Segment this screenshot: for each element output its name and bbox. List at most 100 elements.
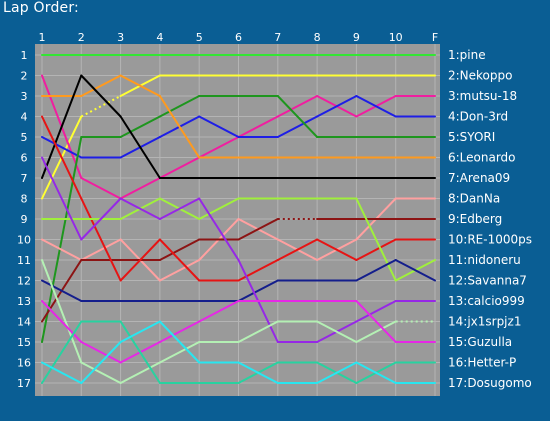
series-line-segment bbox=[237, 361, 279, 384]
chart-title: Lap Order: bbox=[3, 0, 79, 16]
series-line-segment bbox=[158, 238, 201, 261]
series-line-segment bbox=[355, 259, 397, 282]
legend-label: 14:jx1srpjz1 bbox=[448, 315, 521, 329]
y-tick-label: 4 bbox=[21, 111, 28, 124]
series-line-segment bbox=[80, 177, 122, 200]
legend-label: 12:Savanna7 bbox=[448, 274, 527, 288]
series-line-segment bbox=[198, 300, 240, 323]
series-line-segment bbox=[119, 197, 161, 220]
series-line-segment bbox=[355, 300, 397, 343]
legend-label: 9:Edberg bbox=[448, 212, 502, 226]
series-line-segment bbox=[158, 95, 201, 159]
y-tick-label: 12 bbox=[17, 275, 31, 288]
series-line-segment bbox=[276, 115, 319, 138]
series-line-segment bbox=[41, 115, 83, 200]
series-line-segment bbox=[80, 95, 122, 118]
series-line-segment bbox=[80, 74, 122, 97]
series-line-segment bbox=[41, 361, 83, 384]
legend-label: 4:Don-3rd bbox=[448, 110, 508, 124]
series-line-segment bbox=[198, 197, 240, 261]
legend-label: 2:Nekoppo bbox=[448, 69, 512, 83]
x-tick-label: 3 bbox=[117, 31, 124, 44]
series-line-segment bbox=[41, 74, 83, 179]
y-tick-label: 3 bbox=[21, 90, 28, 103]
series-line-segment bbox=[41, 136, 83, 159]
series-line-segment bbox=[237, 259, 279, 282]
series-line-segment bbox=[80, 341, 122, 384]
x-tick-label: 7 bbox=[274, 31, 281, 44]
y-tick-label: 2 bbox=[21, 70, 28, 83]
series-line-segment bbox=[276, 95, 319, 138]
series-line-segment bbox=[158, 197, 201, 220]
series-line-segment bbox=[80, 238, 122, 261]
legend-label: 17:Dosugomo bbox=[448, 376, 532, 390]
series-line-segment bbox=[198, 136, 240, 159]
series-line-segment bbox=[355, 197, 397, 282]
series-line-segment bbox=[316, 238, 358, 261]
series-line-segment bbox=[237, 115, 279, 138]
series-line-segment bbox=[41, 300, 83, 343]
series-line-segment bbox=[355, 361, 397, 384]
series-line-segment bbox=[355, 300, 397, 323]
series-line-segment bbox=[119, 115, 161, 179]
x-tick-label: 5 bbox=[196, 31, 203, 44]
series-line-segment bbox=[158, 95, 201, 118]
x-tick-label: 6 bbox=[235, 31, 242, 44]
y-tick-label: 11 bbox=[17, 254, 31, 267]
series-line-segment bbox=[119, 320, 161, 343]
series-line-segment bbox=[237, 320, 279, 343]
y-tick-label: 14 bbox=[17, 316, 31, 329]
series-line-segment bbox=[41, 279, 83, 302]
x-tick-label: F bbox=[432, 31, 438, 44]
y-tick-label: 6 bbox=[21, 152, 28, 165]
y-tick-label: 16 bbox=[17, 357, 31, 370]
series-line-segment bbox=[316, 95, 358, 118]
x-tick-label: 4 bbox=[156, 31, 163, 44]
series-line-segment bbox=[41, 156, 83, 241]
legend-label: 8:DanNa bbox=[448, 192, 500, 206]
series-line-segment bbox=[237, 218, 279, 241]
series-line-segment bbox=[119, 320, 161, 384]
series-line-segment bbox=[119, 115, 161, 138]
series-line-segment bbox=[316, 320, 358, 343]
series-line-segment bbox=[237, 279, 279, 302]
series-line-segment bbox=[355, 238, 397, 261]
series-line-segment bbox=[41, 238, 83, 261]
series-line-segment bbox=[158, 259, 201, 282]
series-line-segment bbox=[316, 361, 358, 384]
legend-label: 6:Leonardo bbox=[448, 151, 516, 165]
y-tick-label: 15 bbox=[17, 336, 31, 349]
series-line-segment bbox=[355, 320, 397, 343]
legend-label: 7:Arena09 bbox=[448, 171, 510, 185]
legend-label: 16:Hetter-P bbox=[448, 356, 516, 370]
y-tick-label: 9 bbox=[21, 213, 28, 226]
series-line-segment bbox=[80, 361, 122, 384]
legend-label: 10:RE-1000ps bbox=[448, 233, 532, 247]
x-tick-label: 10 bbox=[389, 31, 403, 44]
y-tick-label: 10 bbox=[17, 234, 31, 247]
y-tick-label: 7 bbox=[21, 172, 28, 185]
x-tick-label: 1 bbox=[39, 31, 46, 44]
legend-label: 3:mutsu-18 bbox=[448, 89, 517, 103]
legend-label: 15:Guzulla bbox=[448, 335, 512, 349]
series-line-segment bbox=[41, 259, 83, 364]
series-line-segment bbox=[119, 74, 161, 97]
y-tick-label: 13 bbox=[17, 295, 31, 308]
legend-label: 11:nidoneru bbox=[448, 253, 521, 267]
legend-label: 5:SYORI bbox=[448, 130, 495, 144]
series-line-segment bbox=[198, 197, 240, 220]
series-line-segment bbox=[276, 95, 319, 118]
series-line-segment bbox=[119, 361, 161, 384]
legend-label: 1:pine bbox=[448, 48, 486, 62]
series-line-segment bbox=[355, 95, 397, 118]
series-line-segment bbox=[158, 320, 201, 343]
series-line-segment bbox=[394, 259, 436, 282]
series-line-segment bbox=[158, 341, 201, 364]
series-line-segment bbox=[119, 238, 161, 282]
series-line-segment bbox=[41, 320, 83, 384]
series-line-segment bbox=[80, 197, 122, 282]
y-tick-label: 8 bbox=[21, 193, 28, 206]
series-line-segment bbox=[158, 320, 201, 364]
x-tick-label: 8 bbox=[314, 31, 321, 44]
